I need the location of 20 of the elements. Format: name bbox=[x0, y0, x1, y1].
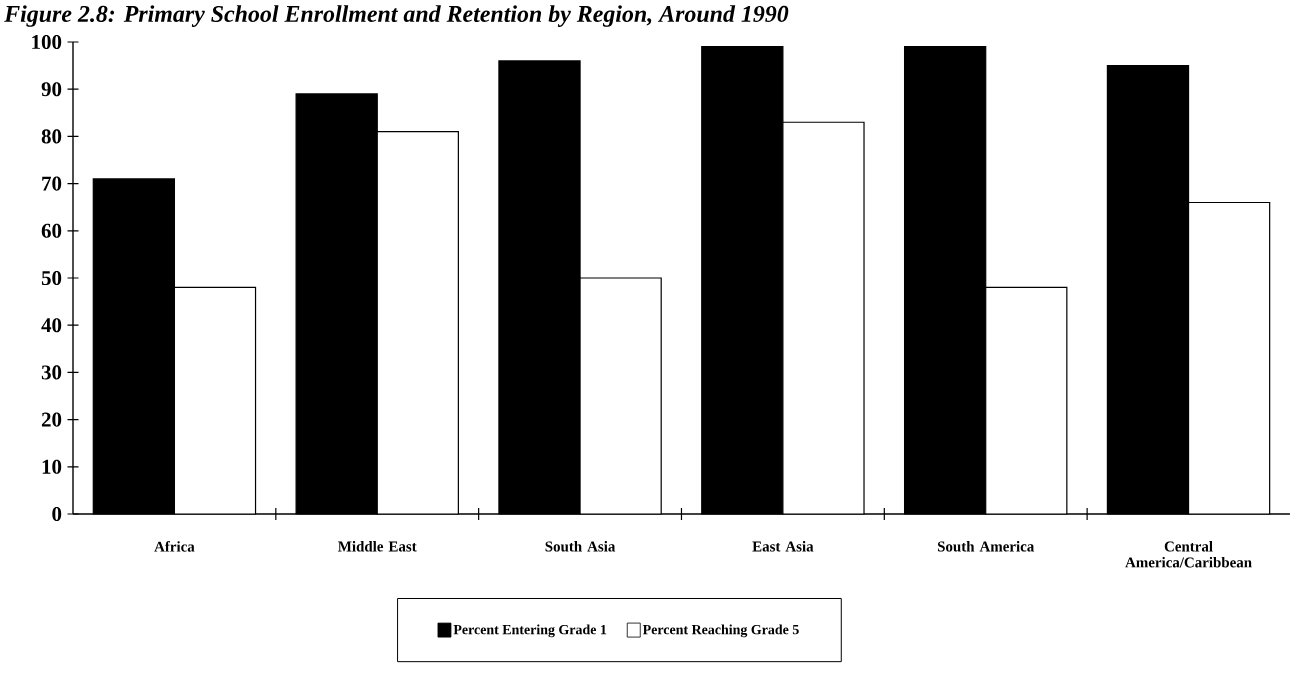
legend-label: Percent Reaching Grade 5 bbox=[642, 624, 799, 638]
x-tick-label: Africa bbox=[154, 541, 195, 552]
y-tick-label: 50 bbox=[41, 270, 62, 286]
y-tick-label: 100 bbox=[32, 34, 62, 50]
x-tick-label: South Asia bbox=[545, 541, 616, 552]
y-tick-label: 60 bbox=[41, 223, 62, 238]
x-tick-label: Middle East bbox=[338, 541, 417, 552]
y-tick-label: 20 bbox=[41, 412, 62, 427]
x-tick-label: South America bbox=[937, 541, 1035, 552]
chart-title: Figure 2.8: Primary School Enrollment and Retention by Region, Around 1990 bbox=[4, 5, 789, 27]
x-tick-label: East Asia bbox=[752, 541, 814, 552]
legend-label: Percent Entering Grade 1 bbox=[453, 624, 607, 638]
y-tick-label: 40 bbox=[41, 318, 62, 333]
y-tick-label: 80 bbox=[41, 129, 62, 144]
y-tick-label: 30 bbox=[41, 365, 62, 380]
x-tick-label: Central America/Caribbean bbox=[1125, 541, 1252, 568]
y-tick-label: 90 bbox=[41, 82, 62, 97]
y-tick-label: 10 bbox=[42, 459, 62, 474]
y-tick-label: 0 bbox=[52, 506, 62, 522]
y-tick-label: 70 bbox=[42, 176, 62, 191]
